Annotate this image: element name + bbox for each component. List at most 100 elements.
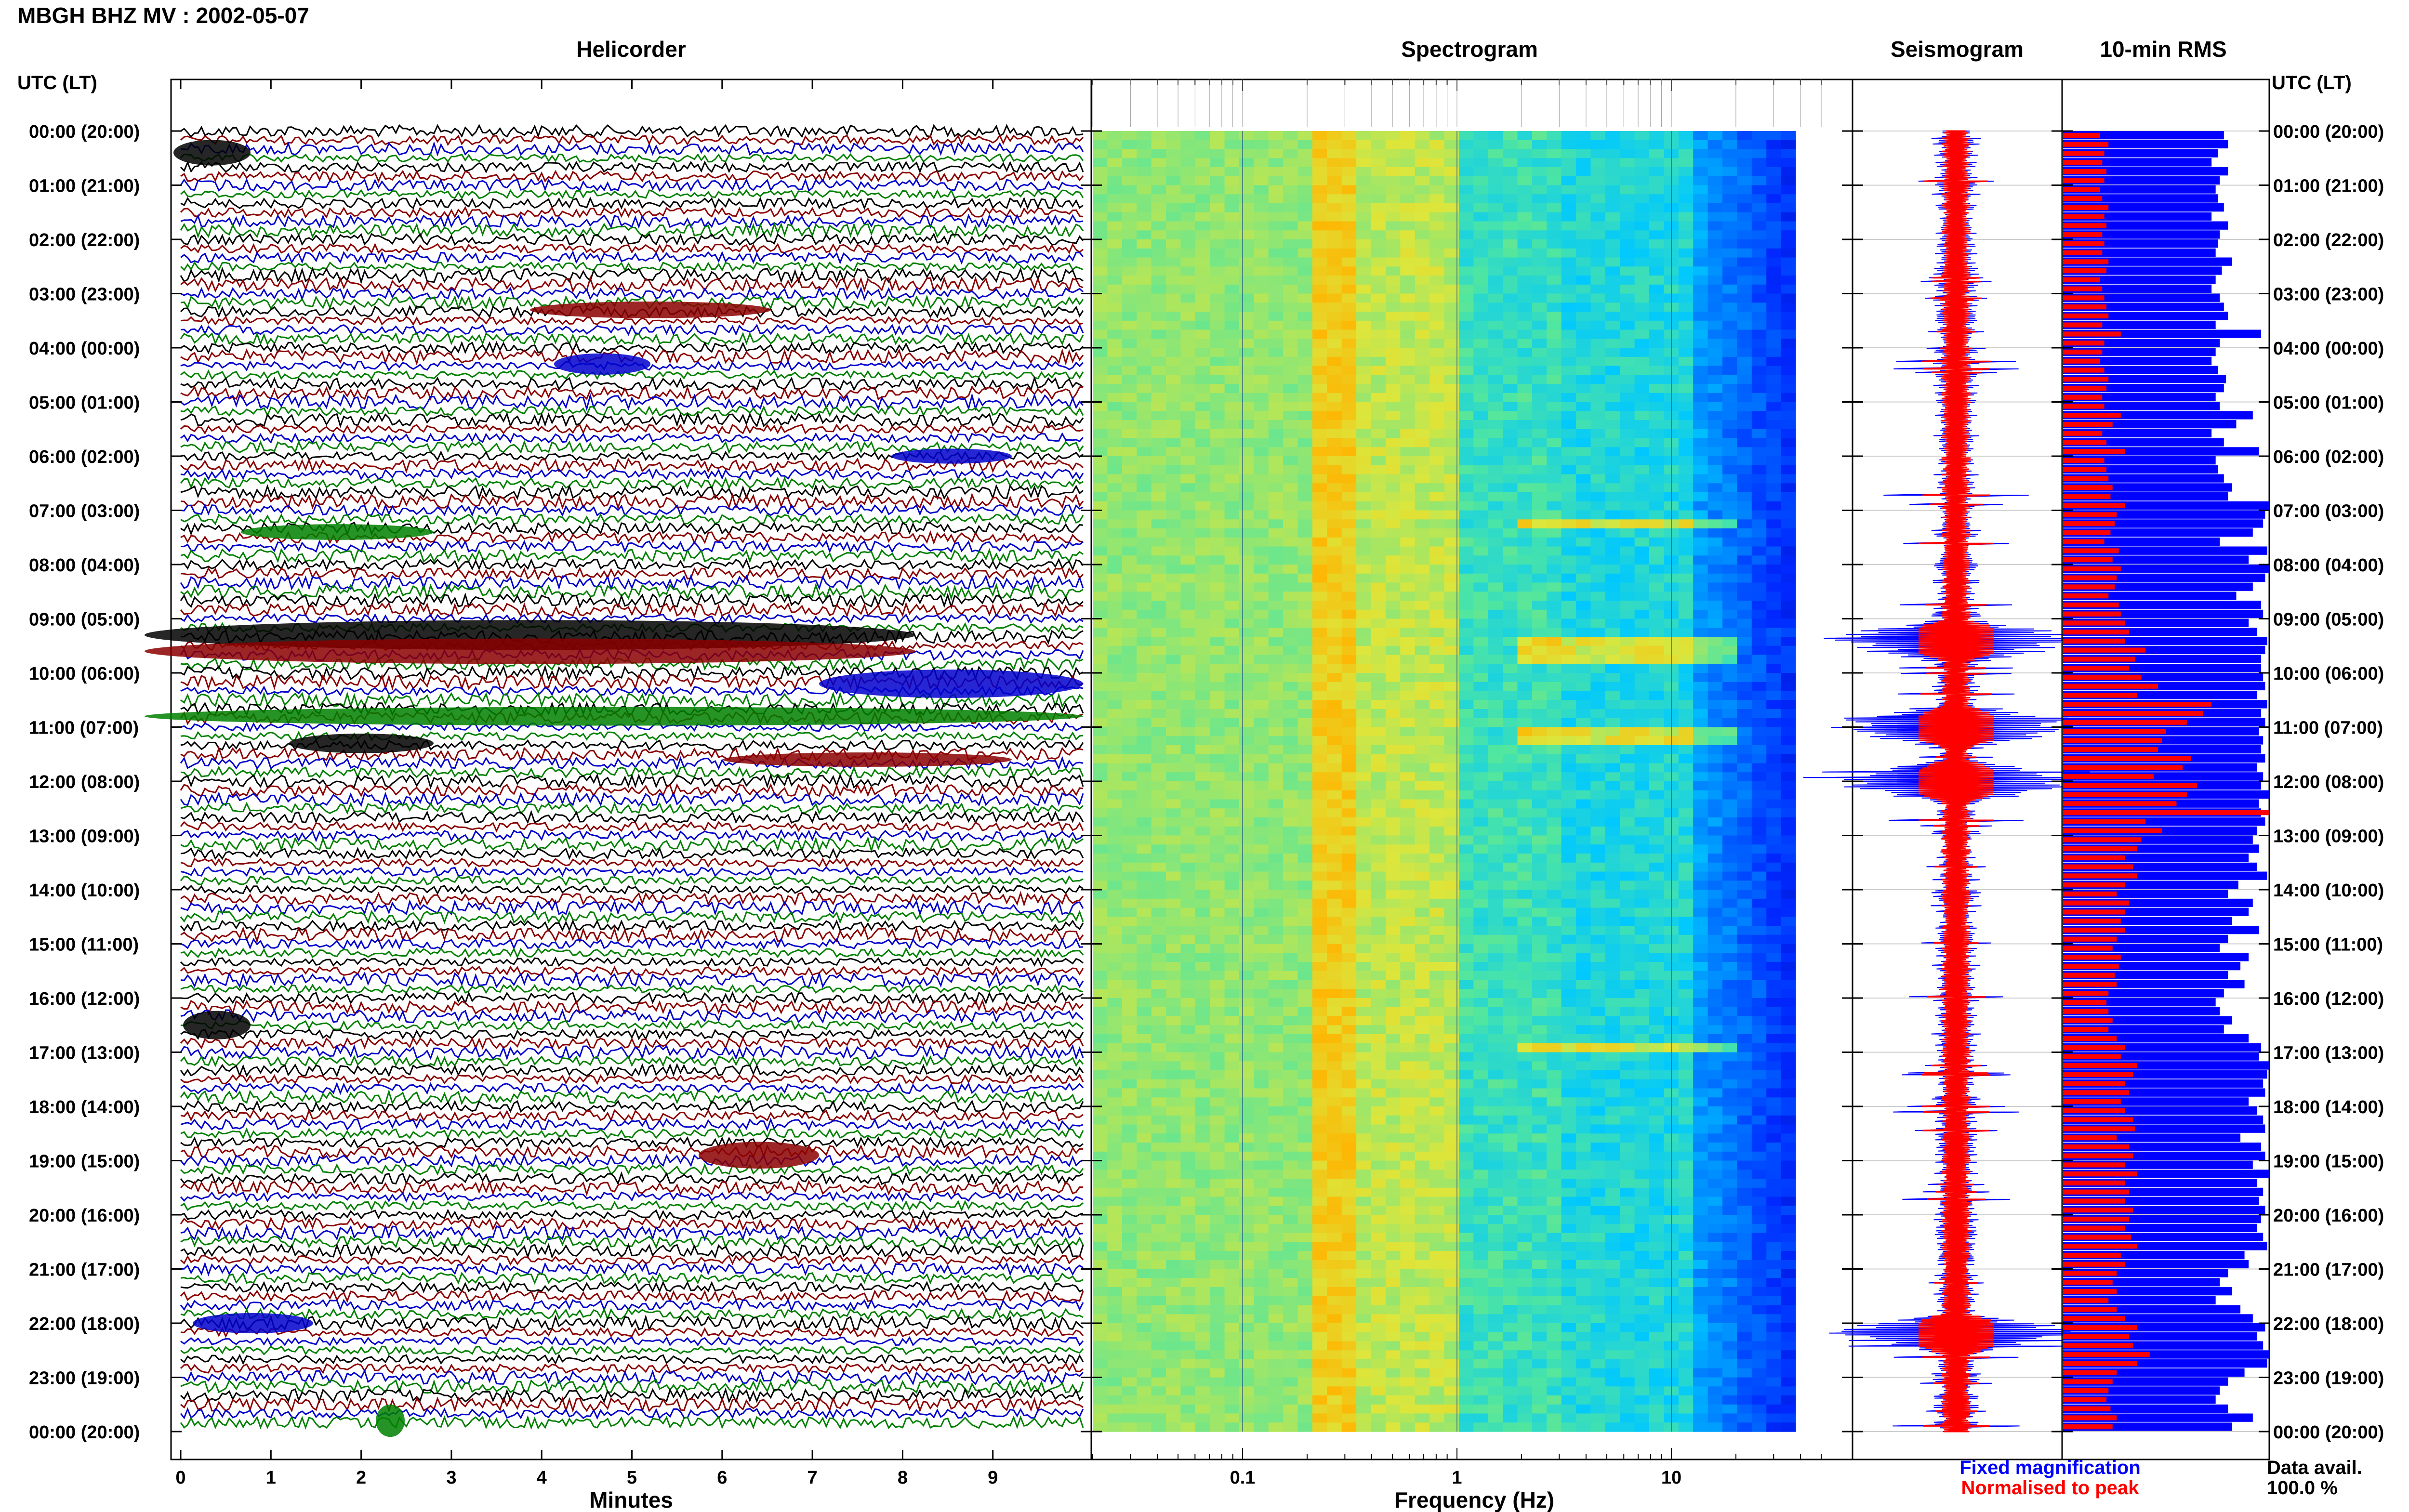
spectrogram-cell	[1151, 934, 1166, 945]
spectrogram-cell	[1649, 429, 1664, 439]
spectrogram-cell	[1210, 772, 1225, 782]
spectrogram-cell	[1224, 438, 1240, 447]
spectrogram-cell	[1605, 483, 1620, 493]
spectrogram-cell	[1415, 375, 1430, 384]
spectrogram-cell	[1781, 573, 1796, 583]
spectrogram-cell	[1400, 384, 1416, 394]
spectrogram-cell	[1473, 474, 1489, 484]
spectrogram-cell	[1458, 645, 1474, 656]
spectrogram-cell	[1224, 934, 1240, 945]
spectrogram-cell	[1093, 573, 1108, 583]
spectrogram-cell	[1488, 447, 1503, 457]
spectrogram-cell	[1444, 149, 1459, 158]
spectrogram-cell	[1547, 655, 1562, 664]
spectrogram-cell	[1239, 465, 1254, 475]
spectrogram-cell	[1415, 329, 1430, 339]
spectrogram-cell	[1093, 140, 1108, 150]
spectrogram-cell	[1649, 212, 1664, 222]
spectrogram-cell	[1385, 1025, 1401, 1035]
spectrogram-cell	[1693, 492, 1708, 502]
spectrogram-cell	[1415, 528, 1430, 538]
helicorder-trace	[180, 222, 1084, 239]
spectrogram-cell	[1210, 700, 1225, 710]
spectrogram-cell	[1093, 537, 1108, 547]
spectrogram-cell	[1458, 185, 1474, 195]
spectrogram-cell	[1634, 565, 1650, 574]
spectrogram-cell	[1341, 1016, 1357, 1026]
spectrogram-cell	[1327, 745, 1342, 755]
spectrogram-cell	[1268, 628, 1284, 637]
spectrogram-cell	[1180, 628, 1196, 637]
spectrogram-cell	[1766, 257, 1782, 267]
spectrogram-cell	[1239, 555, 1254, 565]
spectrogram-cell	[1356, 546, 1372, 556]
spectrogram-cell	[1400, 926, 1416, 935]
spectrogram-cell	[1576, 745, 1591, 755]
spectrogram-cell	[1517, 854, 1533, 863]
spectrogram-cell	[1751, 601, 1767, 610]
spectrogram-cell	[1107, 736, 1123, 746]
spectrogram-cell	[1458, 149, 1474, 158]
spectrogram-cell	[1634, 763, 1650, 773]
spectrogram-cell	[1195, 835, 1210, 845]
spectrogram-cell	[1283, 519, 1298, 529]
spectrogram-cell	[1400, 980, 1416, 989]
spectrogram-cell	[1356, 284, 1372, 294]
spectrogram-cell	[1561, 284, 1576, 294]
spectrogram-cell	[1371, 528, 1386, 538]
spectrogram-cell	[1444, 871, 1459, 881]
spectrogram-cell	[1283, 934, 1298, 945]
spectrogram-cell	[1722, 618, 1737, 628]
spectrogram-cell	[1634, 239, 1650, 249]
helicorder-trace	[180, 189, 1084, 200]
spectrogram-cell	[1268, 266, 1284, 276]
spectrogram-cell	[1693, 302, 1708, 312]
spectrogram-cell	[1766, 582, 1782, 592]
spectrogram-cell	[1151, 573, 1166, 583]
spectrogram-cell	[1224, 565, 1240, 574]
spectrogram-cell	[1312, 637, 1327, 646]
spectrogram-cell	[1458, 971, 1474, 981]
spectrogram-cell	[1444, 501, 1459, 511]
spectrogram-cell	[1430, 944, 1445, 953]
helicorder-trace	[180, 875, 1084, 887]
spectrogram-cell	[1341, 826, 1357, 836]
spectrogram-cell	[1268, 329, 1284, 339]
spectrogram-cell	[1547, 339, 1562, 348]
spectrogram-cell	[1312, 609, 1327, 619]
spectrogram-cell	[1239, 393, 1254, 403]
spectrogram-cell	[1532, 438, 1547, 447]
spectrogram-cell	[1620, 862, 1635, 872]
spectrogram-cell	[1239, 528, 1254, 538]
spectrogram-cell	[1224, 185, 1240, 195]
spectrogram-cell	[1268, 1016, 1284, 1026]
spectrogram-cell	[1561, 799, 1576, 809]
spectrogram-cell	[1590, 140, 1606, 150]
spectrogram-cell	[1122, 664, 1137, 673]
spectrogram-cell	[1312, 411, 1327, 421]
spectrogram-cell	[1430, 962, 1445, 972]
spectrogram-cell	[1371, 682, 1386, 692]
helicorder-trace	[180, 865, 1084, 878]
spectrogram-cell	[1576, 239, 1591, 249]
spectrogram-cell	[1180, 339, 1196, 348]
spectrogram-cell	[1488, 212, 1503, 222]
spectrogram-cell	[1590, 239, 1606, 249]
spectrogram-cell	[1781, 483, 1796, 493]
spectrogram-cell	[1781, 871, 1796, 881]
spectrogram-cell	[1693, 284, 1708, 294]
spectrogram-cell	[1517, 248, 1533, 258]
spectrogram-cell	[1561, 366, 1576, 375]
spectrogram-cell	[1430, 953, 1445, 962]
spectrogram-cell	[1341, 149, 1357, 158]
spectrogram-cell	[1722, 456, 1737, 466]
spectrogram-cell	[1312, 871, 1327, 881]
spectrogram-cell	[1312, 1007, 1327, 1017]
spectrogram-cell	[1634, 772, 1650, 782]
spectrogram-cell	[1458, 565, 1474, 574]
spectrogram-cell	[1444, 844, 1459, 854]
spectrogram-cell	[1547, 393, 1562, 403]
spectrogram-cell	[1268, 456, 1284, 466]
spectrogram-cell	[1458, 239, 1474, 249]
spectrogram-cell	[1137, 898, 1152, 908]
